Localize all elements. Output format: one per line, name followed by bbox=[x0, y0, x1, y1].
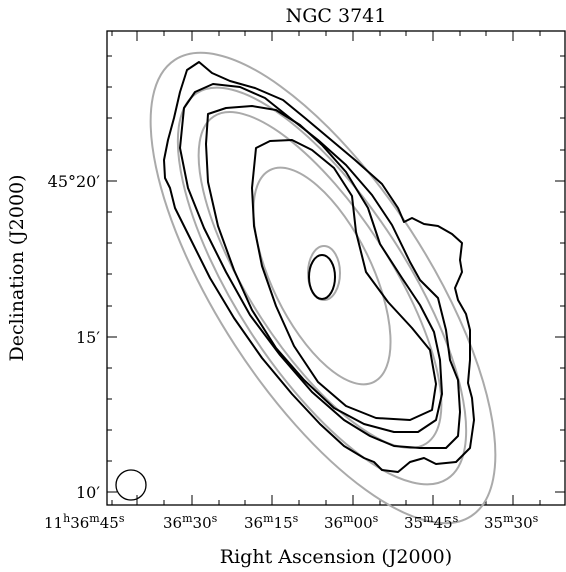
x-tick-label-1: 36m30s bbox=[163, 512, 218, 532]
observed-contour-1 bbox=[163, 61, 475, 473]
x-tick-label-4: 35m45s bbox=[404, 512, 459, 532]
observed-contour-5 bbox=[308, 254, 336, 300]
model-contour-5 bbox=[307, 245, 341, 301]
model-contours bbox=[149, 51, 497, 525]
y-tick-label-10: 10′ bbox=[76, 483, 100, 502]
y-tick-labels: 45°20′ 15′ 10′ bbox=[48, 172, 101, 502]
tick-marks bbox=[107, 31, 565, 505]
observed-contour-4 bbox=[251, 139, 437, 421]
x-tick-label-5: 35m30s bbox=[484, 512, 539, 532]
y-axis-label: Declination (J2000) bbox=[6, 174, 28, 361]
x-axis-label: Right Ascension (J2000) bbox=[220, 546, 452, 568]
x-tick-label-3: 36m00s bbox=[324, 512, 379, 532]
x-tick-label-2: 36m15s bbox=[244, 512, 299, 532]
chart-title: NGC 3741 bbox=[286, 5, 387, 27]
model-contour-2 bbox=[176, 86, 468, 486]
y-tick-label-20: 45°20′ bbox=[48, 172, 101, 191]
model-contour-4 bbox=[252, 166, 392, 386]
model-contour-1 bbox=[149, 51, 497, 525]
observed-contours bbox=[163, 61, 475, 473]
plot-frame bbox=[106, 30, 566, 506]
beam-circle bbox=[115, 469, 147, 501]
observed-contour-3 bbox=[205, 105, 443, 433]
x-tick-label-0: 11h36m45s bbox=[44, 512, 125, 532]
y-tick-label-15: 15′ bbox=[76, 328, 100, 347]
x-tick-labels: 11h36m45s 36m30s 36m15s 36m00s 35m45s 35… bbox=[44, 512, 539, 532]
